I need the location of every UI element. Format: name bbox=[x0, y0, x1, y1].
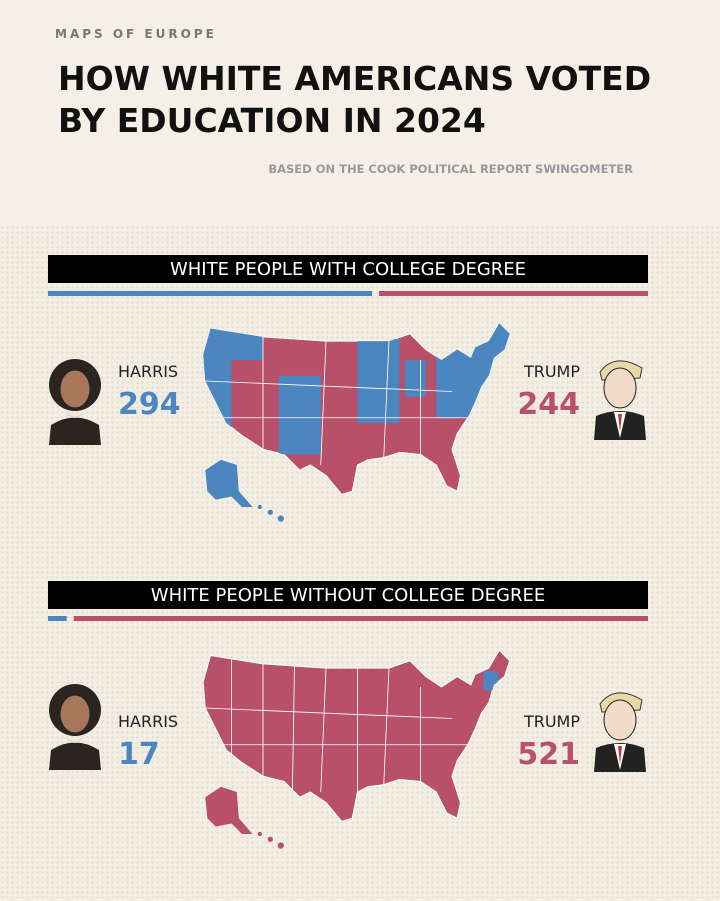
harris-label: HARRIS bbox=[118, 712, 178, 731]
us-map bbox=[202, 649, 511, 849]
harris-votes: 17 bbox=[118, 737, 160, 772]
title-line: HOW WHITE AMERICANS VOTED bbox=[58, 59, 652, 98]
trump-votes: 521 bbox=[517, 737, 580, 772]
trump-votes: 244 bbox=[517, 387, 580, 422]
dotted-background bbox=[0, 225, 720, 901]
brand: MAPS OF EUROPE bbox=[55, 27, 217, 41]
harris-votes: 294 bbox=[118, 387, 181, 422]
heading-bar bbox=[48, 255, 648, 283]
trump-label: TRUMP bbox=[523, 362, 580, 381]
panel-1: WHITE PEOPLE WITH COLLEGE DEGREE HARRIS … bbox=[48, 255, 648, 522]
title-line: BY EDUCATION IN 2024 bbox=[58, 101, 486, 140]
panel-2: WHITE PEOPLE WITHOUT COLLEGE DEGREE HARR… bbox=[48, 581, 648, 849]
trump-bar bbox=[73, 616, 648, 621]
heading-bar bbox=[48, 581, 648, 609]
us-map bbox=[202, 322, 511, 522]
title: HOW WHITE AMERICANS VOTED BY EDUCATION IN… bbox=[58, 58, 651, 142]
harris-portrait bbox=[48, 358, 102, 446]
harris-portrait bbox=[48, 683, 102, 771]
trump-label: TRUMP bbox=[523, 712, 580, 731]
trump-portrait bbox=[593, 692, 647, 773]
harris-bar bbox=[48, 616, 67, 621]
heading: WHITE PEOPLE WITHOUT COLLEGE DEGREE bbox=[151, 585, 545, 606]
subtitle: BASED ON THE COOK POLITICAL REPORT SWING… bbox=[268, 162, 633, 176]
harris-bar bbox=[48, 291, 373, 296]
trump-portrait bbox=[593, 360, 647, 441]
trump-bar bbox=[379, 291, 648, 296]
harris-label: HARRIS bbox=[118, 362, 178, 381]
heading: WHITE PEOPLE WITH COLLEGE DEGREE bbox=[170, 259, 526, 280]
